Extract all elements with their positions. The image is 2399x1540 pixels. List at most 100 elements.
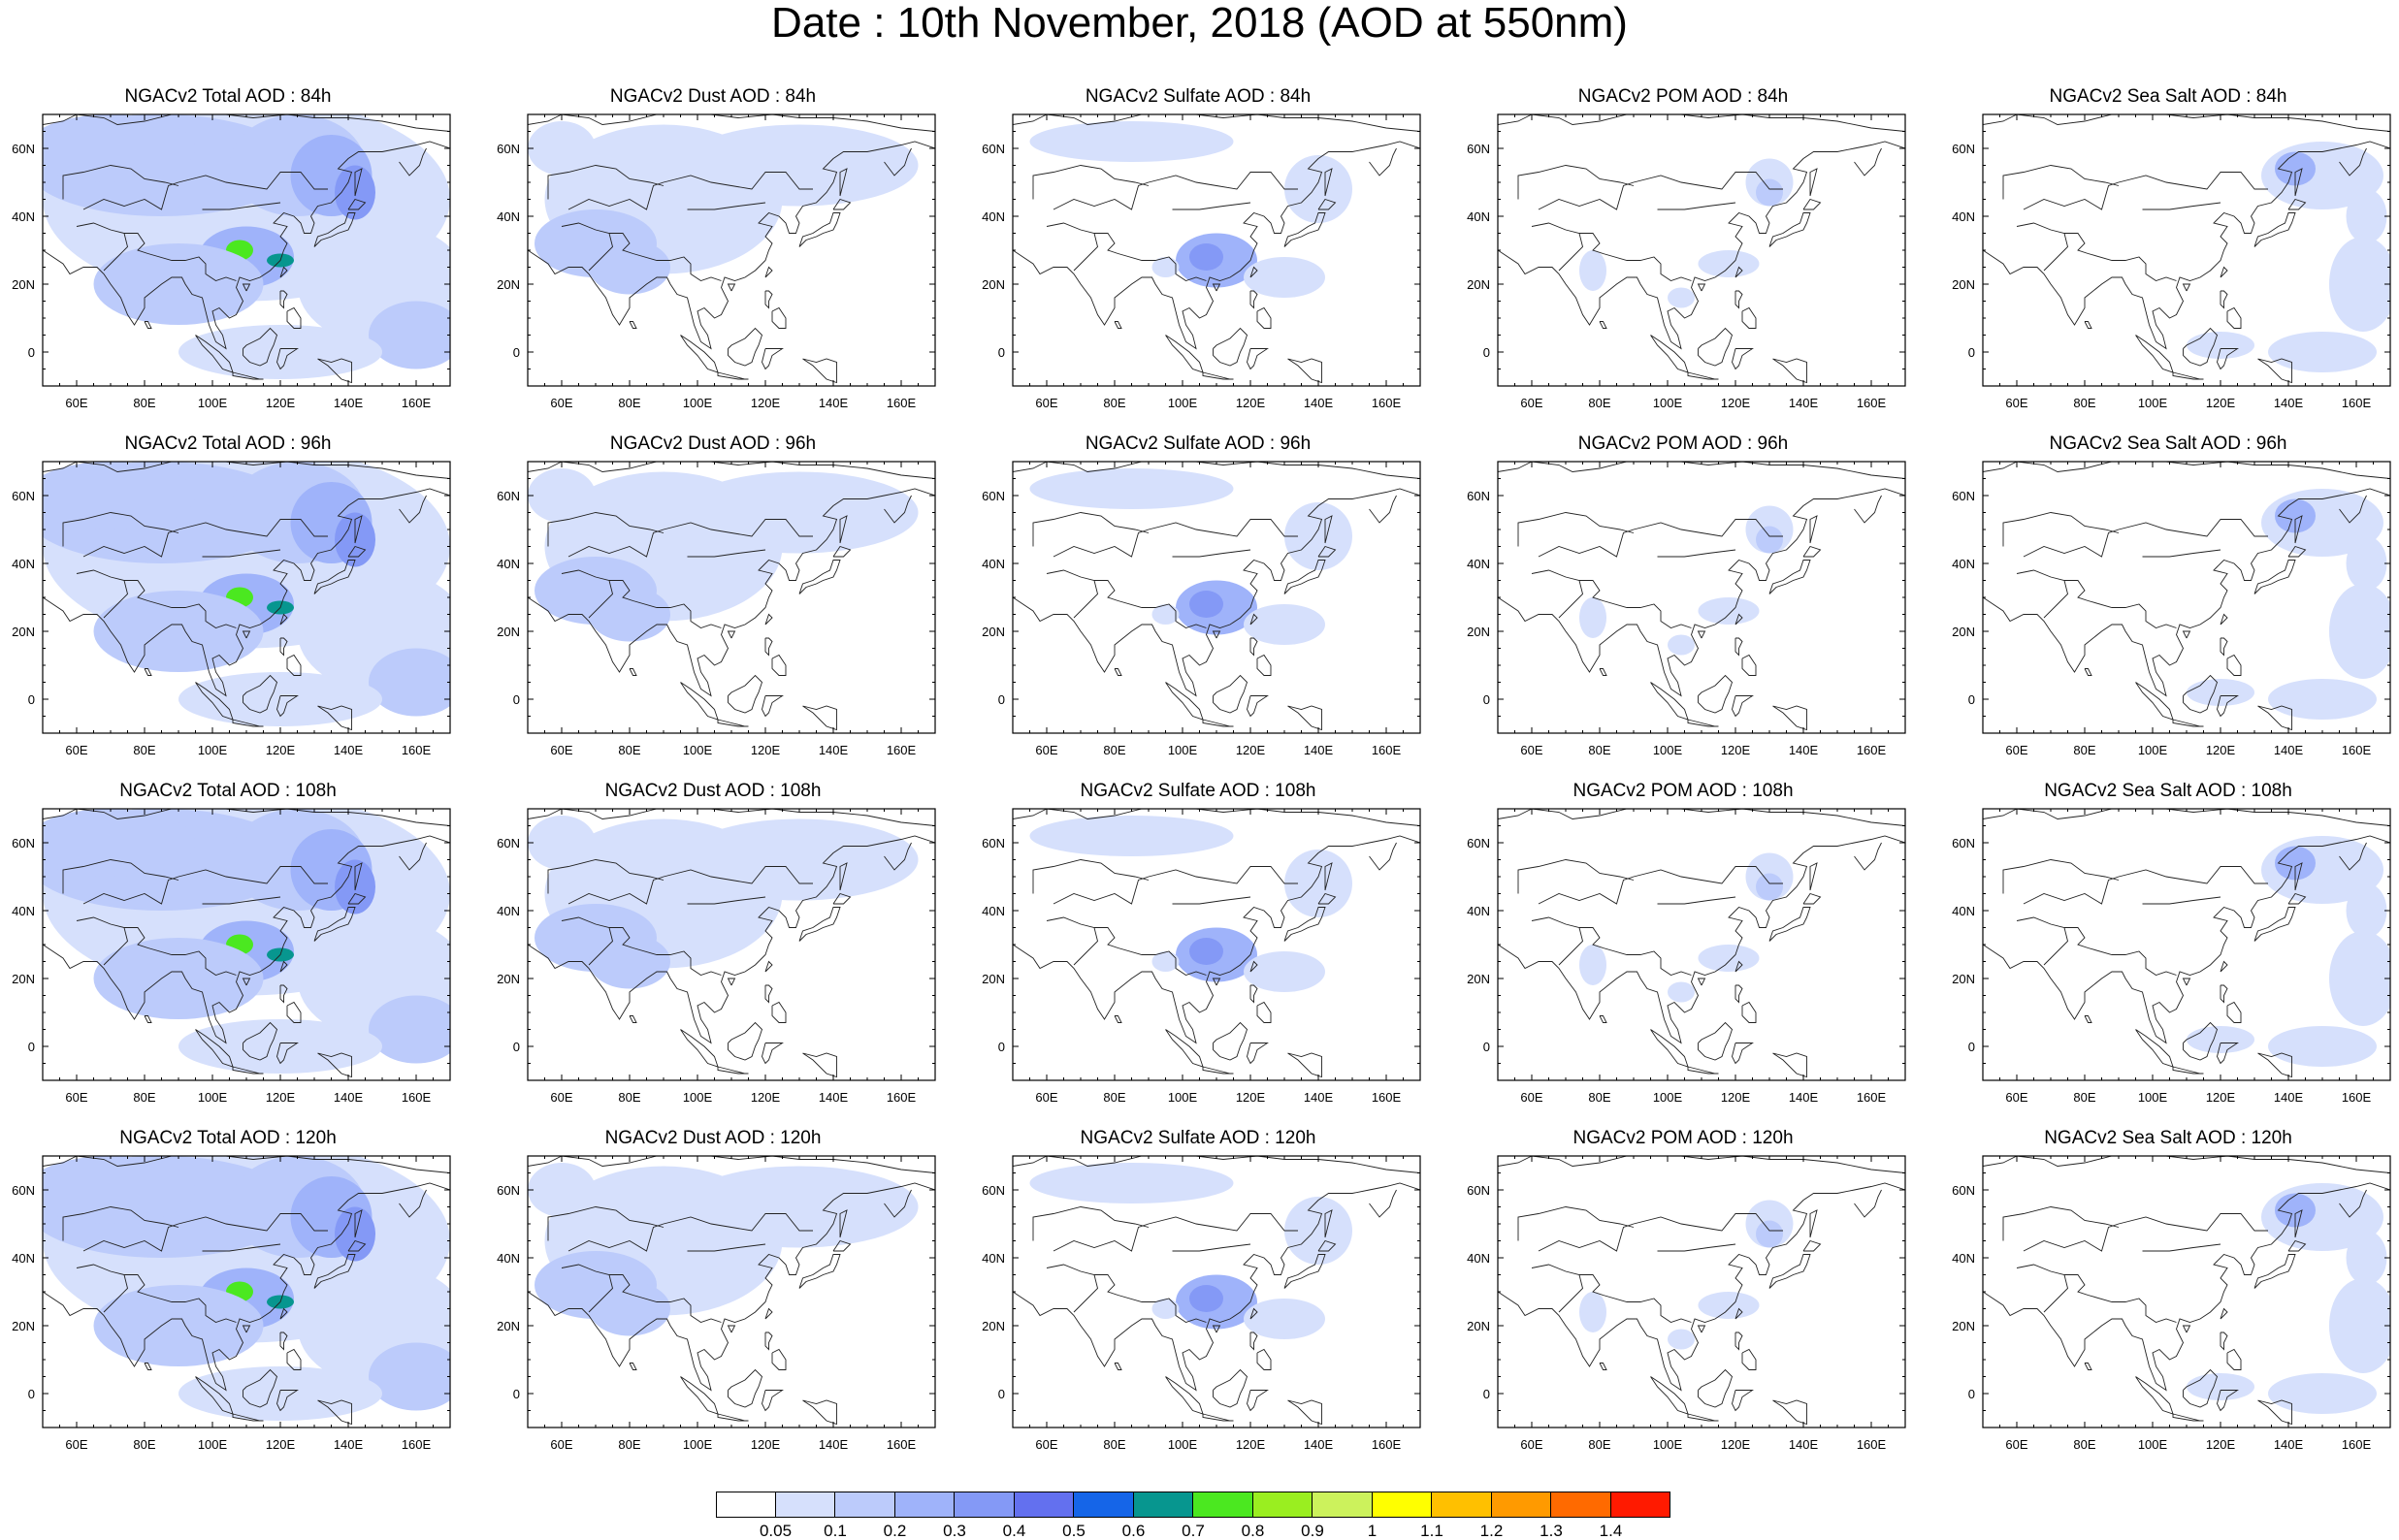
- coastline: [2183, 1021, 2219, 1061]
- coastline: [1324, 862, 1333, 891]
- coastline: [354, 515, 363, 544]
- coastline: [43, 809, 450, 826]
- coastline: [2142, 1243, 2221, 1252]
- coastline: [1073, 580, 1098, 619]
- y-tick-label: 60N: [12, 1183, 35, 1198]
- coastline: [802, 1399, 837, 1426]
- coastline: [242, 978, 251, 986]
- coastline: [2016, 222, 2177, 281]
- map-plot: 60E 80E 100E 120E 140E 160E 60N 40N 20N 0: [497, 808, 936, 1105]
- coastline: [727, 978, 736, 986]
- map-panel-seasalt-84h: NGACv2 Sea Salt AOD : 84h 60E 80E 100E 120E 1…: [1940, 85, 2396, 433]
- x-tick-label: 80E: [1103, 1090, 1125, 1105]
- aod-region: [2268, 332, 2377, 372]
- coastline: [629, 1015, 637, 1023]
- colorbar-label: 0.6: [1121, 1522, 1146, 1540]
- aod-region: [178, 1019, 382, 1074]
- coastline: [528, 141, 935, 350]
- y-tick-label: 20N: [1952, 972, 1975, 986]
- coastline: [1809, 1209, 1818, 1238]
- coastline: [1734, 613, 1743, 626]
- coastline: [1734, 1307, 1743, 1320]
- coastline: [2002, 859, 2120, 894]
- coastline: [2287, 1239, 2307, 1252]
- coastline: [798, 212, 841, 247]
- x-tick-label: 80E: [133, 396, 155, 410]
- y-tick-label: 60N: [982, 489, 1005, 503]
- coastline: [1772, 1052, 1807, 1078]
- colorbar-swatch: [1074, 1492, 1134, 1518]
- coastline: [286, 1348, 302, 1370]
- x-tick-label: 80E: [133, 1437, 155, 1452]
- coastline: [764, 960, 773, 973]
- y-tick-label: 0: [998, 692, 1005, 707]
- x-tick-label: 100E: [683, 1090, 713, 1105]
- map-panel-total-96h: NGACv2 Total AOD : 96h 60E 80E 100E 120E 140E…: [0, 433, 456, 780]
- coastline: [727, 630, 736, 639]
- x-tick-label: 140E: [2274, 1437, 2304, 1452]
- coastline: [771, 654, 787, 676]
- x-tick-label: 140E: [819, 396, 849, 410]
- x-tick-label: 100E: [1168, 743, 1198, 757]
- coastline: [2257, 1052, 2292, 1078]
- coastline: [1256, 654, 1272, 676]
- x-tick-label: 140E: [819, 1090, 849, 1105]
- coastline: [2220, 637, 2228, 657]
- coastline: [1698, 674, 1734, 714]
- coastline: [832, 892, 852, 905]
- coastline: [1558, 927, 1583, 966]
- x-tick-label: 100E: [198, 1090, 228, 1105]
- coastline: [1734, 637, 1743, 657]
- coastline: [202, 896, 281, 905]
- coastline: [1538, 519, 1783, 558]
- coastline: [2043, 580, 2068, 619]
- y-tick-label: 40N: [497, 1251, 520, 1266]
- coastline: [1013, 835, 1420, 1044]
- coastline: [629, 668, 637, 676]
- coastline: [1698, 1021, 1734, 1061]
- coastline: [567, 172, 813, 210]
- coastline: [232, 1066, 264, 1075]
- aod-region: [1284, 850, 1352, 917]
- coastline: [1073, 927, 1098, 966]
- coastline: [717, 1413, 749, 1422]
- coastline: [1013, 462, 1420, 479]
- coastline: [1172, 549, 1251, 558]
- colorbar-label: 1.4: [1599, 1522, 1623, 1540]
- x-tick-label: 160E: [1372, 1090, 1402, 1105]
- x-tick-label: 60E: [550, 396, 572, 410]
- coastline: [1249, 960, 1258, 973]
- y-tick-label: 0: [998, 1387, 1005, 1401]
- y-tick-label: 20N: [12, 625, 35, 639]
- y-tick-label: 0: [998, 345, 1005, 360]
- y-tick-label: 60N: [1467, 1183, 1490, 1198]
- coastline: [567, 519, 813, 558]
- y-tick-label: 0: [28, 1387, 35, 1401]
- map-plot: 60E 80E 100E 120E 140E 160E 60N 40N 20N 0: [1952, 461, 2391, 757]
- y-tick-label: 0: [998, 1040, 1005, 1054]
- coastline: [286, 1001, 302, 1023]
- x-tick-label: 100E: [683, 743, 713, 757]
- colorbar-swatch: [1313, 1492, 1373, 1518]
- x-tick-label: 120E: [1236, 1437, 1266, 1452]
- coastline: [1053, 866, 1298, 905]
- aod-region: [1668, 1329, 1695, 1350]
- coastline: [762, 1043, 784, 1065]
- coastline: [279, 984, 288, 1004]
- coastline: [62, 1206, 179, 1241]
- y-tick-label: 40N: [982, 1251, 1005, 1266]
- coastline: [62, 859, 179, 894]
- coastline: [2217, 348, 2239, 370]
- x-tick-label: 100E: [1168, 396, 1198, 410]
- aod-region: [1284, 1197, 1352, 1265]
- coastline: [317, 1052, 352, 1078]
- coastline: [1317, 1239, 1337, 1252]
- x-tick-label: 60E: [1035, 396, 1057, 410]
- x-tick-label: 120E: [266, 396, 296, 410]
- coastline: [1013, 1156, 1420, 1173]
- coastline: [2220, 613, 2228, 626]
- y-tick-label: 40N: [12, 209, 35, 224]
- y-tick-label: 60N: [497, 142, 520, 156]
- x-tick-label: 100E: [198, 743, 228, 757]
- aod-region: [369, 648, 450, 717]
